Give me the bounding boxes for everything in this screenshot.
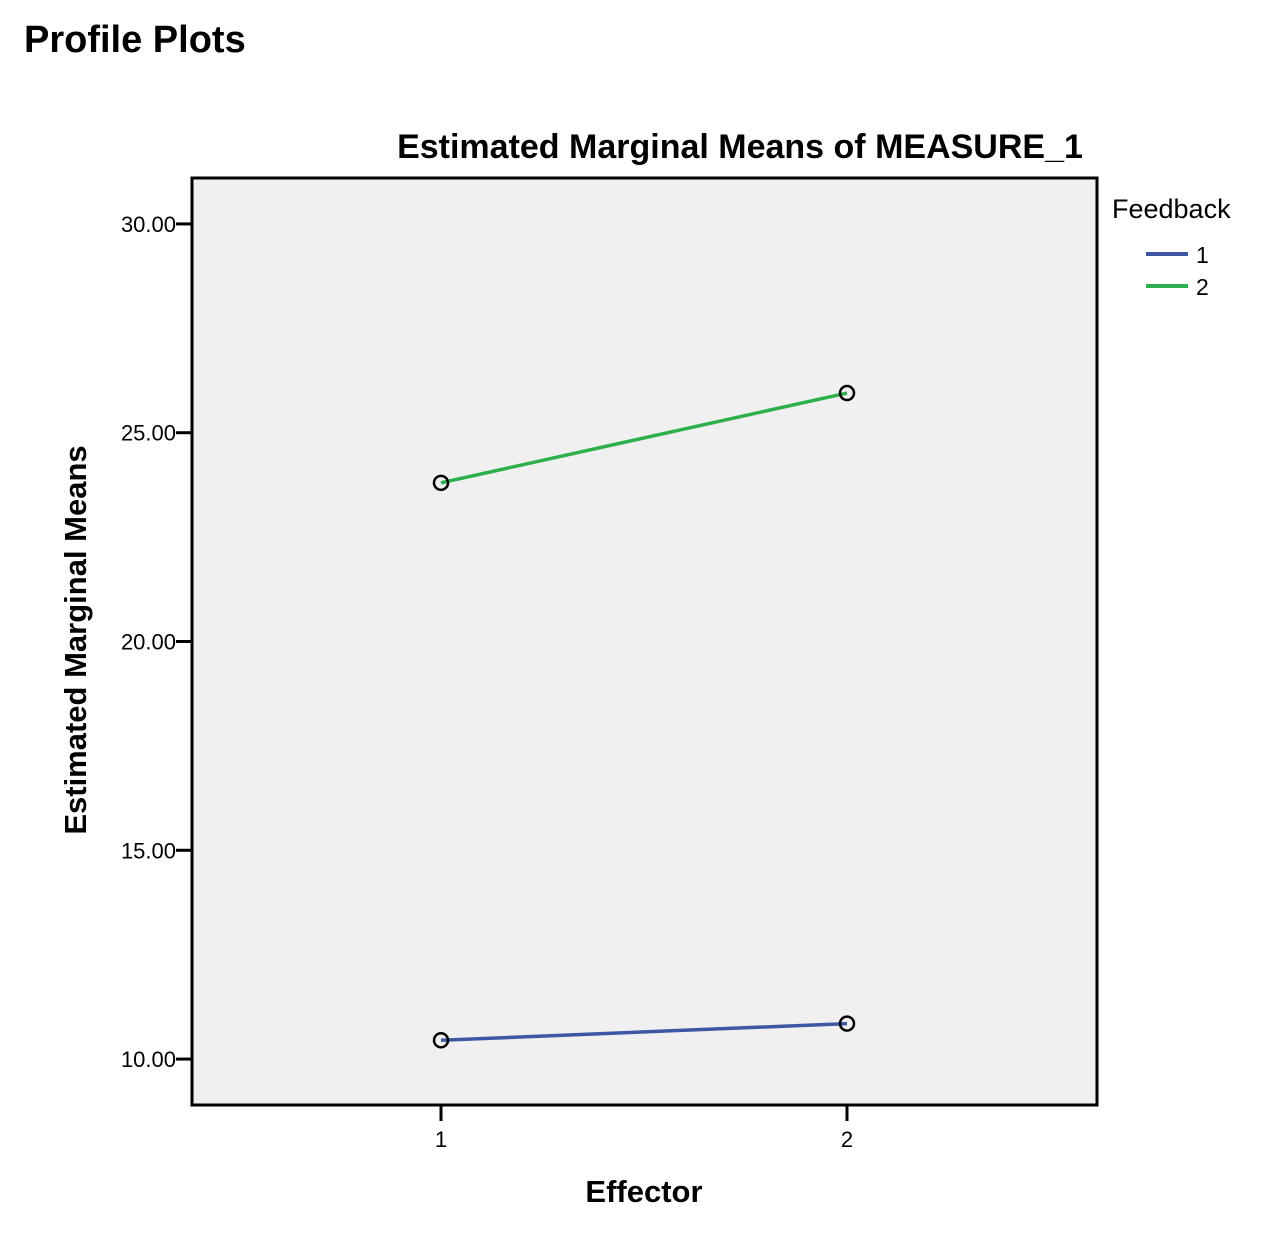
series-line-2 xyxy=(440,391,848,485)
plot-area xyxy=(190,176,1099,1107)
y-axis: 10.00 15.00 20.00 25.00 30.00 xyxy=(121,212,192,1072)
data-point xyxy=(432,474,450,492)
x-axis-label: Effector xyxy=(585,1174,702,1209)
legend: Feedback 12 xyxy=(1112,194,1231,300)
y-tick-label: 15.00 xyxy=(121,838,176,863)
legend-label-1: 1 xyxy=(1196,242,1209,268)
legend-items: 12 xyxy=(1146,242,1209,300)
legend-title: Feedback xyxy=(1112,194,1231,224)
data-point xyxy=(838,384,856,402)
y-tick-label: 20.00 xyxy=(121,630,176,655)
page-heading: Profile Plots xyxy=(24,19,246,61)
y-tick-label: 10.00 xyxy=(121,1047,176,1072)
x-tick-label: 2 xyxy=(841,1127,853,1152)
x-tick-label: 1 xyxy=(435,1127,447,1152)
series-layer xyxy=(432,384,856,1049)
y-tick-label: 25.00 xyxy=(121,421,176,446)
chart-title: Estimated Marginal Means of MEASURE_1 xyxy=(397,128,1083,166)
series-line-1 xyxy=(440,1021,848,1043)
data-point xyxy=(432,1032,450,1049)
y-tick-label: 30.00 xyxy=(121,212,176,237)
legend-label-2: 2 xyxy=(1196,274,1209,300)
data-point xyxy=(838,1015,856,1032)
y-axis-label: Estimated Marginal Means xyxy=(58,445,93,834)
